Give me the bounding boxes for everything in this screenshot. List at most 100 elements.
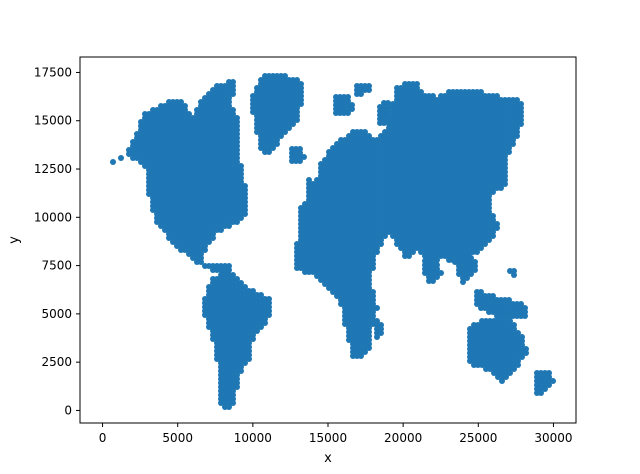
scatter-point: [242, 360, 248, 366]
scatter-point: [378, 330, 384, 336]
scatter-point: [366, 87, 372, 93]
scatter-point: [522, 313, 528, 319]
scatter-point: [550, 378, 556, 384]
scatter-region-14: [507, 268, 517, 278]
scatter-point: [514, 133, 520, 139]
scatter-region-7: [294, 81, 524, 359]
x-tick-label: 20000: [384, 431, 422, 445]
scatter-point: [301, 154, 307, 160]
x-tick-label: 10000: [234, 431, 272, 445]
scatter-point: [546, 382, 552, 388]
scatter-point: [374, 334, 380, 340]
scatter-region-5: [354, 83, 372, 97]
scatter-point: [370, 265, 376, 271]
y-tick-label: 12500: [34, 162, 72, 176]
scatter-point: [490, 189, 496, 195]
scatter-point: [374, 305, 380, 311]
scatter-point: [474, 249, 480, 255]
scatter-region-10: [452, 255, 478, 285]
scatter-point: [358, 353, 364, 359]
scatter-region-13: [534, 370, 556, 396]
scatter-point: [258, 324, 264, 330]
data-points: [110, 73, 556, 410]
x-tick-label: 30000: [534, 431, 572, 445]
y-tick-label: 0: [64, 403, 72, 417]
scatter-region-3: [289, 146, 307, 164]
scatter-point: [118, 155, 124, 161]
scatter-point: [274, 141, 280, 147]
scatter-point: [506, 149, 512, 155]
scatter-region-1: [202, 272, 272, 410]
scatter-point: [430, 278, 436, 284]
scatter-point: [406, 253, 412, 259]
scatter-point: [266, 312, 272, 318]
scatter-point: [198, 259, 204, 265]
scatter-point: [374, 249, 380, 255]
scatter-point: [358, 91, 364, 97]
scatter-point: [290, 121, 296, 127]
scatter-point: [482, 241, 488, 247]
scatter-point: [298, 101, 304, 107]
scatter-point: [238, 215, 244, 221]
x-axis-ticks: 0 5000 10000 15000 20000 25000 30000: [99, 423, 573, 445]
scatter-point: [226, 267, 232, 273]
scatter-point: [206, 239, 212, 245]
scatter-point: [278, 133, 284, 139]
y-axis-label: y: [7, 236, 22, 244]
scatter-point: [210, 235, 216, 241]
scatter-point: [515, 362, 521, 368]
scatter-point: [381, 120, 387, 126]
scatter-point: [378, 241, 384, 247]
y-tick-label: 7500: [41, 259, 72, 273]
y-tick-label: 10000: [34, 210, 72, 224]
scatter-point: [472, 267, 478, 273]
scatter-region-8: [374, 318, 384, 340]
scatter-point: [226, 223, 232, 229]
scatter-point: [542, 386, 548, 392]
scatter-point: [382, 233, 388, 239]
scatter-point: [297, 158, 303, 164]
scatter-point: [226, 404, 232, 410]
x-tick-label: 5000: [162, 431, 193, 445]
scatter-region-12: [467, 318, 529, 384]
scatter-point: [478, 245, 484, 251]
y-tick-label: 2500: [41, 355, 72, 369]
scatter-point: [230, 91, 236, 97]
scatter-point: [294, 117, 300, 123]
scatter-region-9: [422, 258, 444, 284]
scatter-point: [282, 129, 288, 135]
scatter-point: [266, 149, 272, 155]
x-tick-label: 15000: [309, 431, 347, 445]
scatter-point: [538, 390, 544, 396]
scatter-point: [434, 274, 440, 280]
scatter-point: [254, 328, 260, 334]
scatter-point: [230, 400, 236, 406]
scatter-point: [468, 271, 474, 277]
scatter-point: [486, 237, 492, 243]
y-tick-label: 17500: [34, 65, 72, 79]
scatter-point: [110, 159, 116, 165]
scatter-point: [286, 125, 292, 131]
scatter-point: [518, 121, 524, 127]
scatter-point: [366, 345, 372, 351]
scatter-point: [490, 233, 496, 239]
scatter-point: [507, 370, 513, 376]
scatter-point: [502, 181, 508, 187]
scatter-region-0: [110, 79, 248, 277]
y-tick-label: 5000: [41, 307, 72, 321]
scatter-point: [498, 185, 504, 191]
scatter-point: [511, 272, 517, 278]
scatter-point: [242, 211, 248, 217]
scatter-point: [494, 225, 500, 231]
scatter-point: [234, 384, 240, 390]
scatter-point: [438, 270, 444, 276]
x-tick-label: 0: [99, 431, 107, 445]
scatter-point: [499, 378, 505, 384]
scatter-point: [410, 249, 416, 255]
x-axis-label: x: [324, 451, 332, 466]
scatter-point: [349, 106, 355, 112]
scatter-point: [250, 336, 256, 342]
scatter-point: [523, 350, 529, 356]
y-tick-label: 15000: [34, 114, 72, 128]
